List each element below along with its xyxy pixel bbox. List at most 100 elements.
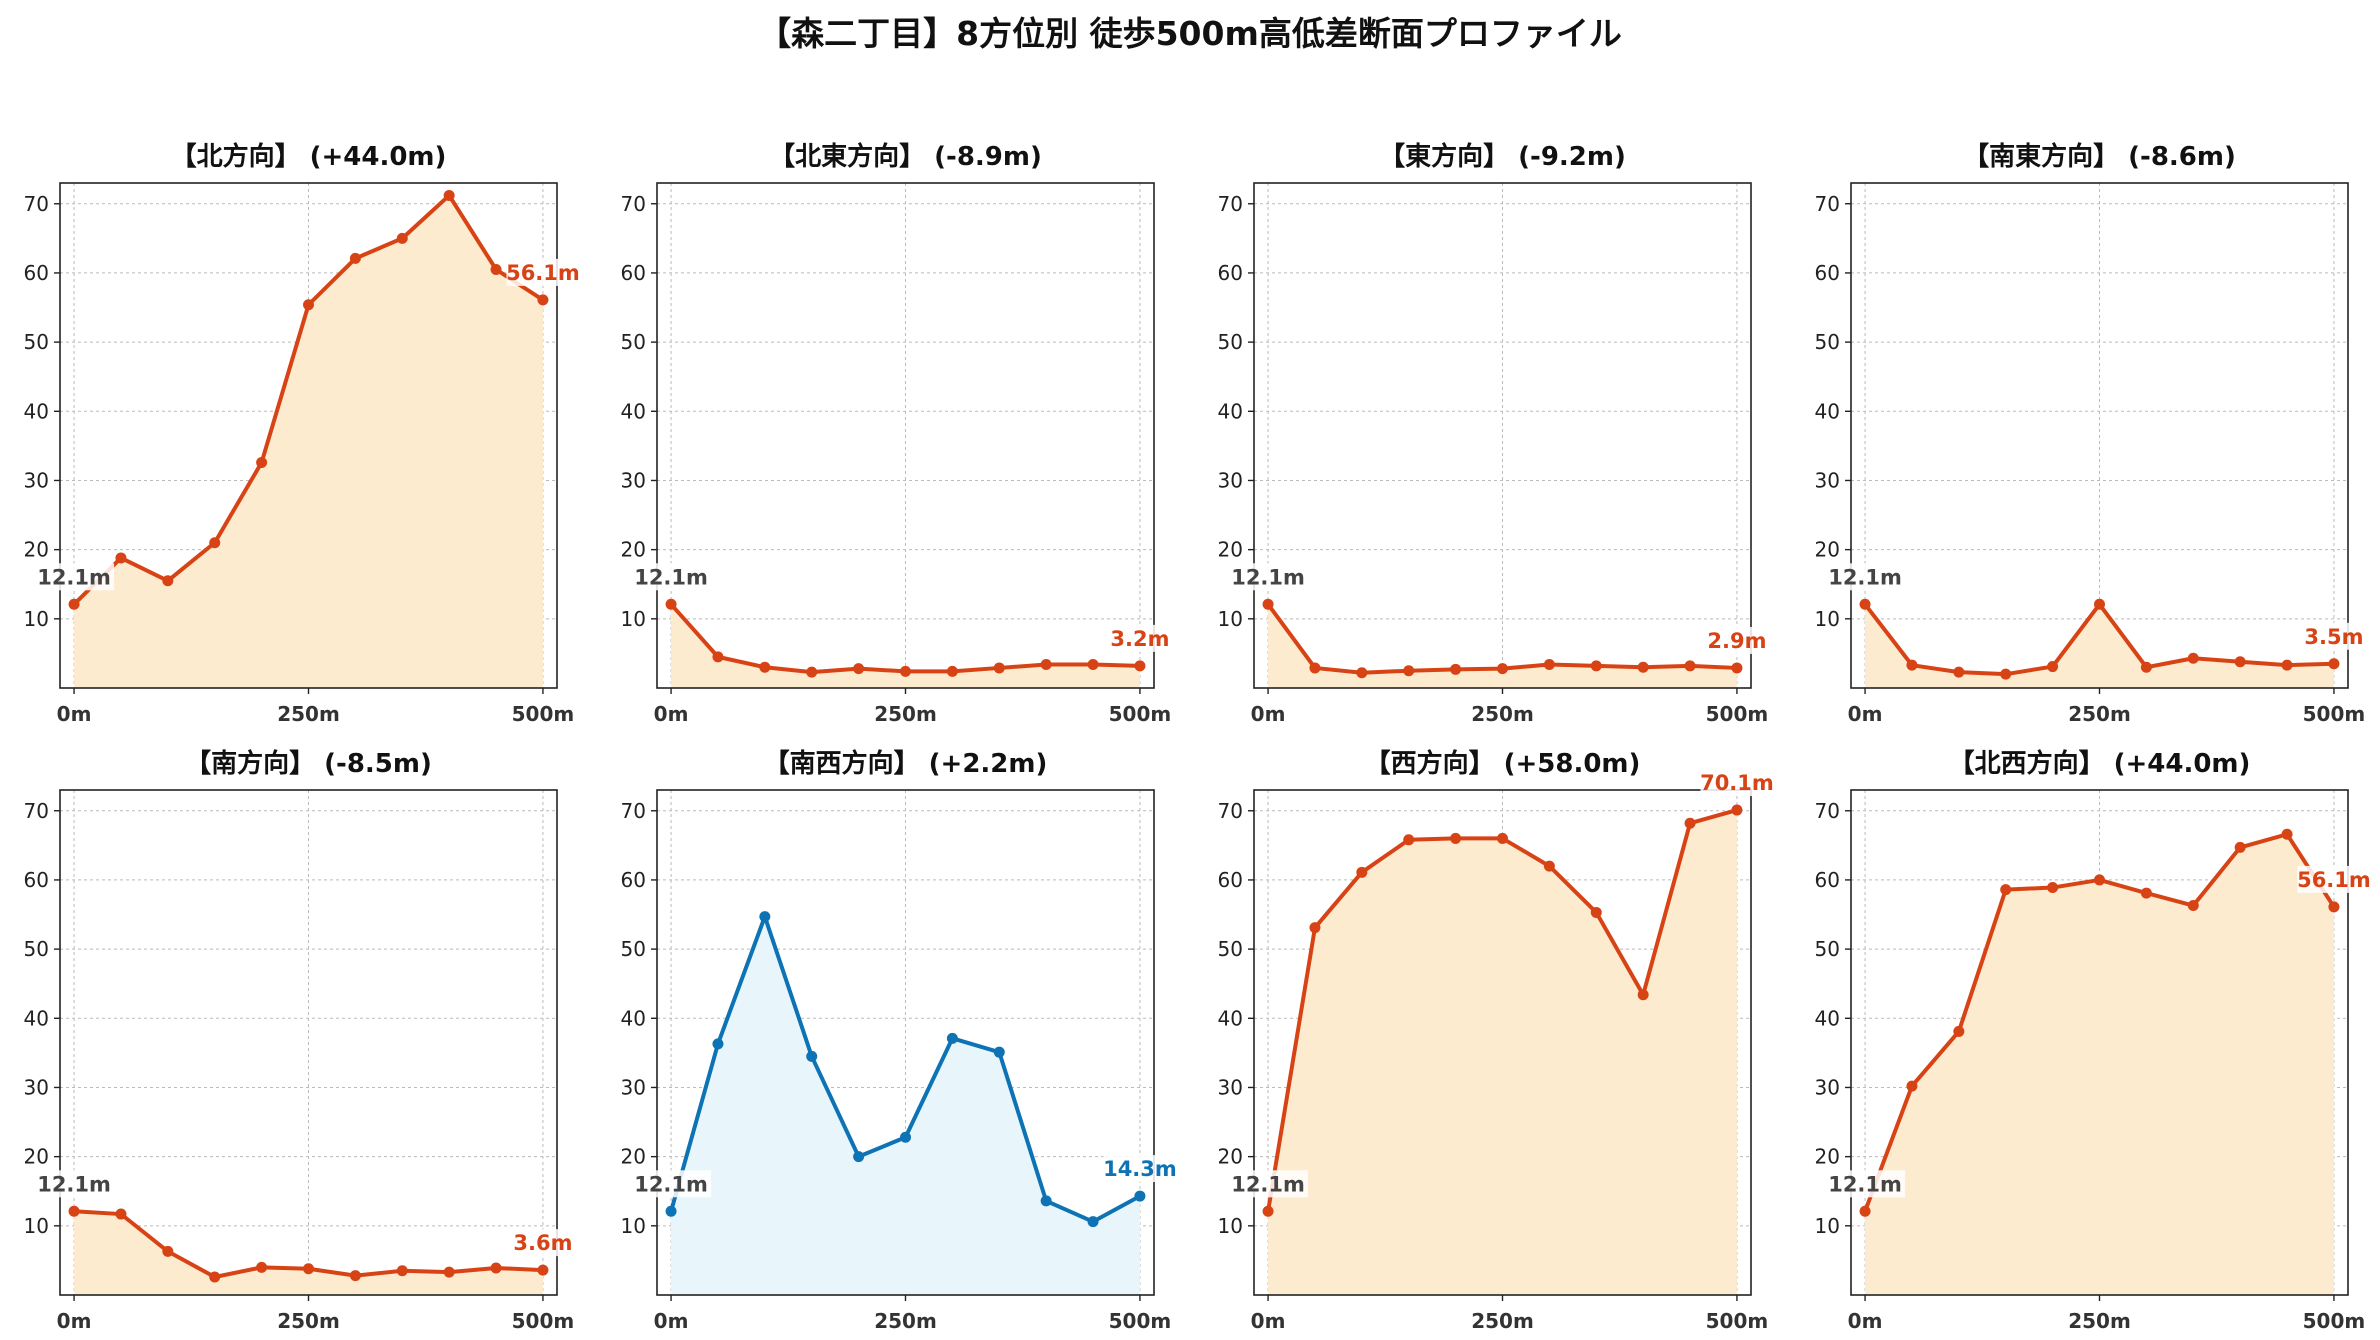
data-point: [946, 1032, 958, 1044]
data-point: [806, 666, 818, 678]
ytick-label: 20: [1218, 538, 1243, 562]
xtick-label: 250m: [2068, 702, 2131, 726]
start-label-bg: [631, 563, 712, 591]
data-point: [993, 662, 1005, 674]
ytick-label: 60: [24, 261, 49, 285]
xtick-label: 250m: [277, 1309, 340, 1333]
data-point: [1040, 658, 1052, 670]
xtick-label: 250m: [1471, 702, 1534, 726]
end-label-bg: [506, 258, 580, 286]
xtick-label: 0m: [654, 702, 689, 726]
data-point: [1859, 1205, 1871, 1217]
data-point: [256, 1261, 268, 1273]
data-point: [1953, 1025, 1965, 1037]
data-point: [1906, 659, 1918, 671]
xtick-label: 0m: [1848, 1309, 1883, 1333]
data-point: [900, 1131, 911, 1143]
data-point: [1906, 1080, 1918, 1092]
ytick-label: 60: [621, 261, 646, 285]
xtick-label: 500m: [512, 1309, 575, 1333]
data-point: [209, 1271, 221, 1283]
ytick-label: 20: [621, 1145, 646, 1169]
start-label-bg: [1228, 1170, 1309, 1198]
data-point: [68, 598, 80, 610]
xtick-label: 500m: [1706, 702, 1769, 726]
ytick-label: 40: [1218, 399, 1243, 423]
data-point: [665, 598, 677, 610]
data-point: [665, 1205, 677, 1217]
data-point: [162, 1245, 174, 1257]
ytick-label: 30: [1218, 1075, 1243, 1099]
ytick-label: 30: [1815, 468, 1840, 492]
ytick-label: 70: [1815, 799, 1840, 823]
panel-5: 【南西方向】 (+2.2m) 10 20 30 40 50 60 70 0m 250m 500m 12…: [621, 748, 1177, 1333]
ytick-label: 30: [24, 468, 49, 492]
end-label: 56.1m: [506, 261, 580, 285]
data-point: [900, 665, 911, 677]
end-label-bg: [1103, 1155, 1177, 1183]
panel-6: 【西方向】 (+58.0m) 10 20 30 40 50 60 70 0m 250m 500m 12…: [1218, 748, 1774, 1333]
data-point: [1637, 661, 1649, 673]
ytick-label: 50: [621, 330, 646, 354]
ytick-label: 60: [24, 868, 49, 892]
data-point: [2140, 661, 2152, 673]
end-label: 2.9m: [1707, 629, 1766, 653]
xtick-label: 250m: [1471, 1309, 1534, 1333]
data-point: [1684, 817, 1696, 829]
ytick-label: 30: [24, 1075, 49, 1099]
data-point: [1403, 834, 1415, 846]
data-point: [806, 1050, 818, 1062]
end-label: 56.1m: [2297, 868, 2371, 892]
ytick-label: 20: [24, 538, 49, 562]
panel-title: 【西方向】 (+58.0m): [1365, 748, 1641, 779]
ytick-label: 70: [1218, 192, 1243, 216]
ytick-label: 40: [621, 399, 646, 423]
data-point: [2281, 828, 2293, 840]
data-point: [2094, 874, 2105, 886]
end-label-bg: [2303, 622, 2364, 650]
ytick-label: 60: [1218, 261, 1243, 285]
xtick-label: 500m: [1109, 1309, 1172, 1333]
ytick-label: 10: [1218, 607, 1243, 631]
ytick-label: 60: [1815, 868, 1840, 892]
start-label: 12.1m: [1231, 565, 1305, 589]
data-point: [759, 661, 771, 673]
data-point: [490, 1262, 502, 1274]
data-point: [1134, 1190, 1146, 1202]
ytick-label: 50: [621, 937, 646, 961]
data-point: [2000, 668, 2012, 680]
ytick-label: 40: [1815, 1006, 1840, 1030]
data-point: [1637, 989, 1649, 1001]
ytick-label: 30: [621, 1075, 646, 1099]
panel-title: 【北東方向】 (-8.9m): [769, 141, 1042, 172]
data-point: [1356, 866, 1368, 878]
start-label: 12.1m: [37, 1172, 111, 1196]
data-point: [303, 299, 314, 311]
xtick-label: 500m: [1109, 702, 1172, 726]
data-point: [1543, 658, 1555, 670]
ytick-label: 20: [1815, 1145, 1840, 1169]
data-point: [209, 537, 221, 549]
xtick-label: 0m: [654, 1309, 689, 1333]
data-point: [759, 911, 771, 923]
ytick-label: 20: [1815, 538, 1840, 562]
end-label-bg: [1706, 626, 1767, 654]
xtick-label: 0m: [1251, 702, 1286, 726]
data-point: [1087, 1216, 1099, 1228]
ytick-label: 50: [1815, 937, 1840, 961]
panel-2: 【東方向】 (-9.2m) 10 20 30 40 50 60 70 0m 250m 500m 12.…: [1218, 141, 1769, 726]
data-point: [162, 575, 174, 587]
ytick-label: 50: [1218, 937, 1243, 961]
area-fill: [1865, 834, 2334, 1295]
ytick-label: 60: [621, 868, 646, 892]
ytick-label: 20: [621, 538, 646, 562]
panel-3: 【南東方向】 (-8.6m) 10 20 30 40 50 60 70 0m 250m 500m 12…: [1815, 141, 2366, 726]
data-point: [1543, 860, 1555, 872]
ytick-label: 50: [24, 937, 49, 961]
ytick-label: 70: [24, 192, 49, 216]
start-label: 12.1m: [1828, 565, 1902, 589]
ytick-label: 10: [24, 607, 49, 631]
end-label: 70.1m: [1700, 771, 1774, 795]
end-label-bg: [2297, 865, 2371, 893]
data-point: [303, 1263, 314, 1275]
